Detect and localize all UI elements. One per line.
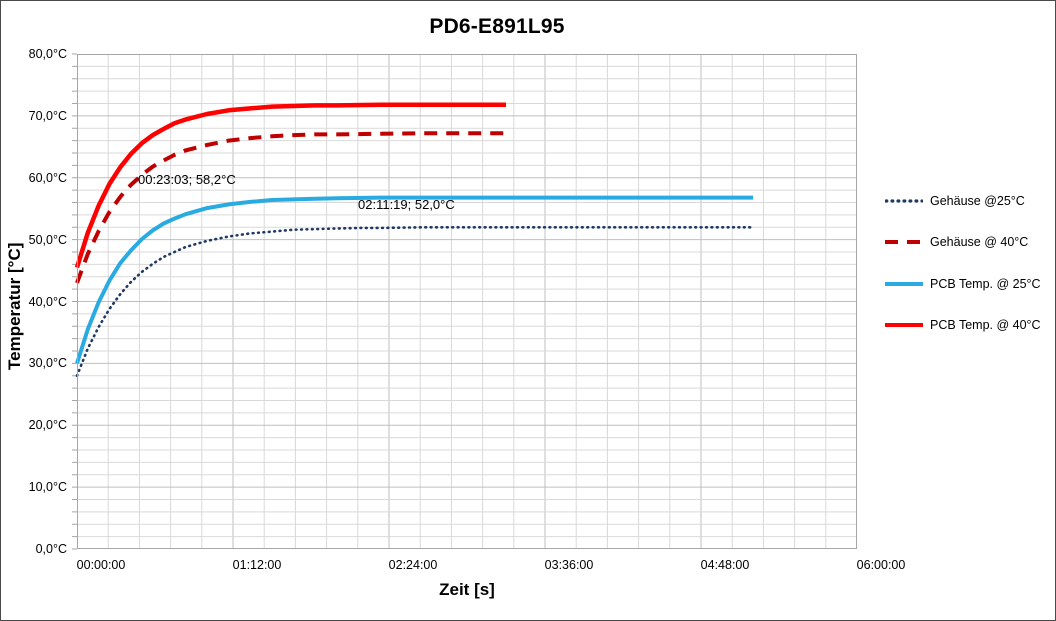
chart-title: PD6-E891L95: [429, 15, 565, 38]
legend-label: Gehäuse @ 40°C: [930, 235, 1029, 249]
plot-svg: [72, 53, 857, 550]
x-axis-title: Zeit [s]: [439, 580, 495, 599]
series-line-0: [75, 226, 755, 378]
data-annotation: 02:11:19; 52,0°C: [358, 197, 455, 212]
series-line-1: [75, 131, 506, 284]
legend-item-gehaeuse-25: Gehäuse @25°C: [885, 191, 1025, 211]
data-annotation: 00:23:03; 58,2°C: [138, 172, 236, 187]
y-tick-label: 10,0°C: [28, 480, 67, 495]
legend-item-pcb-25: PCB Temp. @ 25°C: [885, 274, 1041, 294]
x-tick-label: 03:36:00: [544, 558, 594, 572]
y-tick-label: 40,0°C: [28, 294, 67, 309]
y-tick-label: 80,0°C: [28, 47, 67, 61]
series-line-2: [75, 195, 753, 365]
legend-item-gehaeuse-40: Gehäuse @ 40°C: [885, 232, 1028, 252]
x-tick-label: 01:12:00: [232, 558, 282, 572]
legend-solid-line-icon: [885, 323, 923, 327]
x-tick-label: 04:48:00: [700, 558, 750, 572]
x-tick-label: 06:00:00: [856, 558, 906, 572]
legend-label: PCB Temp. @ 25°C: [930, 277, 1041, 291]
legend-label: Gehäuse @25°C: [930, 194, 1025, 208]
y-tick-label: 70,0°C: [28, 108, 67, 123]
y-tick-label: 20,0°C: [28, 418, 67, 433]
plot-area: [72, 53, 857, 550]
plot-border: [77, 54, 857, 549]
y-tick-label: 50,0°C: [28, 232, 67, 247]
legend-dotted-line-icon: [885, 199, 923, 203]
y-tick-label: 60,0°C: [28, 170, 67, 185]
y-tick-label: 30,0°C: [28, 356, 67, 371]
y-tick-label: 0,0°C: [35, 542, 67, 556]
legend-item-pcb-40: PCB Temp. @ 40°C: [885, 315, 1041, 335]
legend-dashed-line-icon: [885, 240, 923, 244]
x-tick-label: 00:00:00: [76, 558, 126, 572]
x-tick-label: 02:24:00: [388, 558, 438, 572]
legend-label: PCB Temp. @ 40°C: [930, 318, 1041, 332]
series-line-3: [74, 102, 506, 269]
legend-solid-line-icon: [885, 282, 923, 286]
